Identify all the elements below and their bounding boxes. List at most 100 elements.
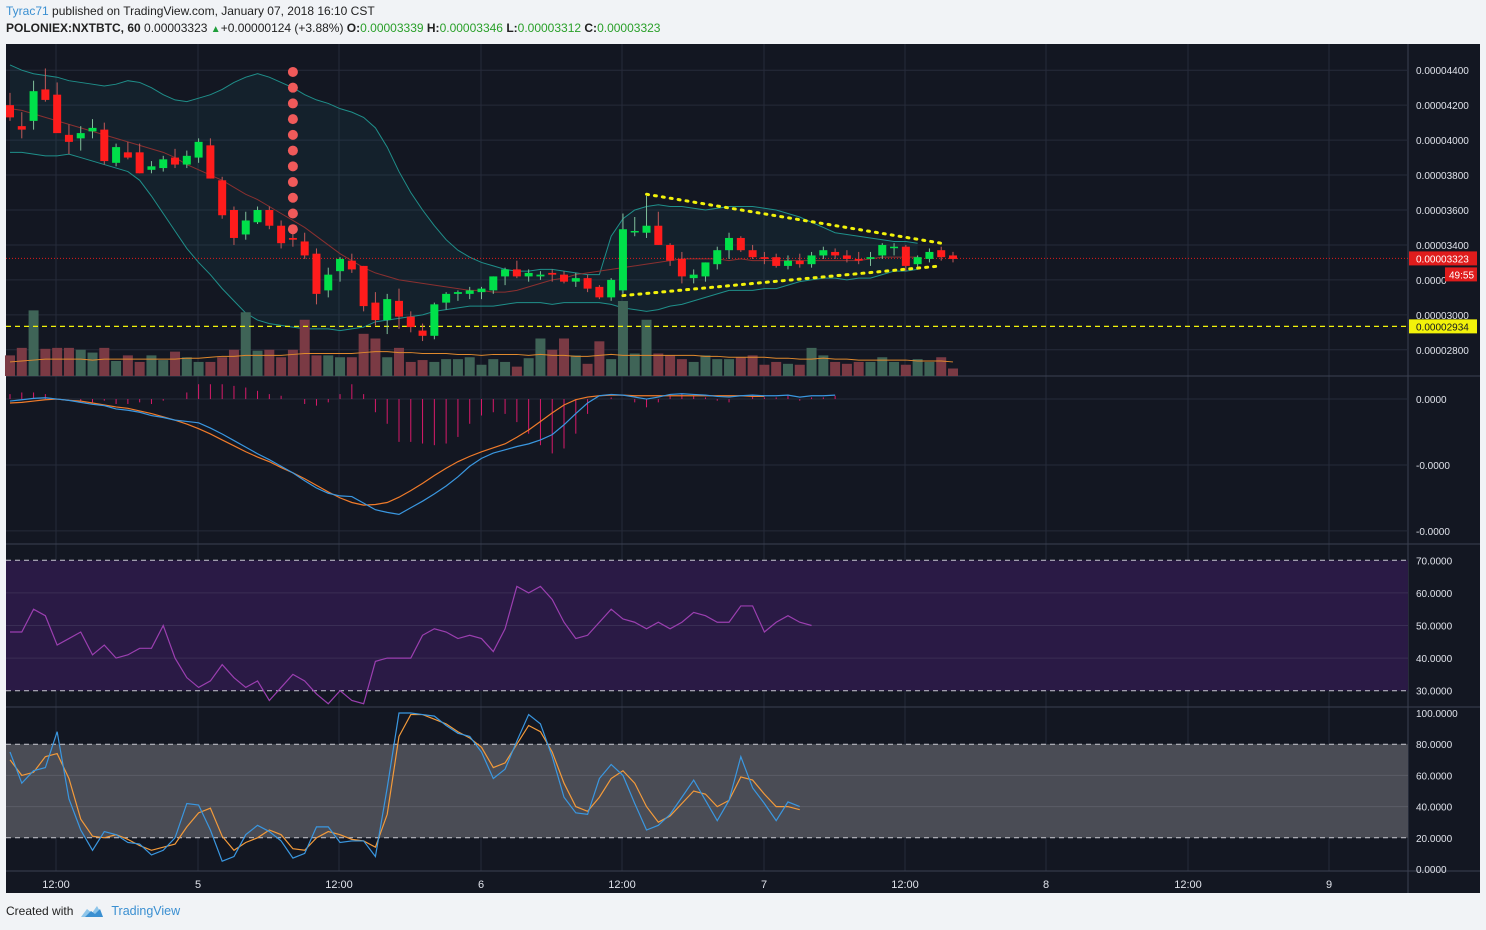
candle-body [265,210,274,226]
volume-bar [252,350,263,376]
volume-bar [570,355,581,376]
candle-body [453,292,462,294]
volume-bar [287,349,298,376]
candle-body [878,244,887,256]
volume-bar [747,355,758,376]
volume-bar [641,319,652,376]
time-axis-label: 9 [1326,879,1332,891]
price-axis-label: 0.00004200 [1416,101,1469,112]
volume-bar [299,319,310,376]
volume-bar [912,359,923,376]
stoch-axis-label: 0.0000 [1416,865,1447,876]
candle-body [324,274,333,291]
candle-body [536,274,545,277]
time-axis-label: 12:00 [1174,879,1202,891]
volume-bar [629,353,640,376]
macd-axis-label: 0.0000 [1416,395,1447,406]
volume-bar [582,363,593,376]
symbol-label[interactable]: POLONIEX:NXTBTC, 60 [6,21,141,35]
candle-body [937,250,946,258]
volume-bar [335,357,346,376]
volume-bar [865,361,876,376]
rsi-axis-label: 60.0000 [1416,589,1453,600]
volume-bar [405,361,416,376]
author-link[interactable]: Tyrac71 [6,4,49,18]
volume-bar [370,338,381,376]
macd-line [9,393,836,515]
low-label: L: [506,21,518,35]
published-text: published on TradingView.com, January 07… [52,4,375,18]
current-price-tag-text: 0.00003323 [1416,254,1469,265]
current-price-tag [1409,251,1477,266]
stoch-axis-label: 40.0000 [1416,803,1453,814]
candle-body [241,220,250,235]
time-axis-label: 7 [761,879,767,891]
low-value: 0.00003312 [517,21,582,35]
candle-body [595,286,604,298]
sell-dot-marker [287,82,298,93]
rsi-axis-label: 40.0000 [1416,654,1453,665]
candle-body [736,237,745,251]
sell-dot-marker [287,66,298,77]
sell-dot-marker [287,208,298,219]
volume-bar [28,310,39,376]
volume-bar [5,355,15,376]
volume-bar [712,359,723,376]
candle-body [300,241,309,256]
price-axis-label: 0.00004000 [1416,136,1469,147]
candle-body [607,279,616,298]
candle-body [123,152,132,158]
volume-bar [606,359,617,376]
volume-bar [52,347,63,376]
time-axis-label: 6 [478,879,484,891]
candle-body [29,91,38,121]
stoch-axis-label: 100.0000 [1416,709,1458,720]
sell-dot-marker [287,129,298,140]
volume-bar [853,361,864,376]
candle-body [312,253,321,294]
candle-body [512,269,521,277]
candle-body [925,251,934,259]
created-with-text: Created with [6,904,74,918]
volume-bar [264,349,275,376]
volume-bar [617,301,628,376]
volume-bar [75,349,86,376]
volume-bar [417,360,428,376]
volume-bar [841,363,852,376]
candle-body [477,288,486,293]
candle-body [854,258,863,261]
price-axis-label: 0.00003000 [1416,311,1469,322]
candle-body [229,210,238,238]
volume-bar [594,341,605,376]
volume-bar [759,364,770,376]
candle-body [772,257,781,266]
volume-bar [665,355,676,376]
candle-body [206,145,215,179]
volume-bar [771,361,782,376]
volume-bar [240,312,251,376]
volume-bar [87,352,98,376]
volume-bar [724,359,735,376]
volume-bar [205,361,216,376]
price-axis-label: 0.00003600 [1416,206,1469,217]
bollinger-upper [9,64,918,276]
candle-body [489,276,498,291]
bollinger-basis [9,108,918,293]
volume-bar [535,338,546,376]
tradingview-brand-link[interactable]: TradingView [111,904,181,918]
volume-bar [63,347,74,376]
candle-body [64,134,73,142]
volume-bar [146,355,157,376]
volume-bar [311,355,322,376]
sell-dot-marker [287,192,298,203]
time-axis-label: 8 [1043,879,1049,891]
volume-bar [676,359,687,376]
candle-body [654,225,663,245]
volume-bar [936,357,947,376]
candle-body [760,257,769,259]
price-axis-label: 0.00004400 [1416,66,1469,77]
candle-body [194,141,203,158]
volume-ma-line [9,351,954,363]
stoch-axis-label: 20.0000 [1416,834,1453,845]
